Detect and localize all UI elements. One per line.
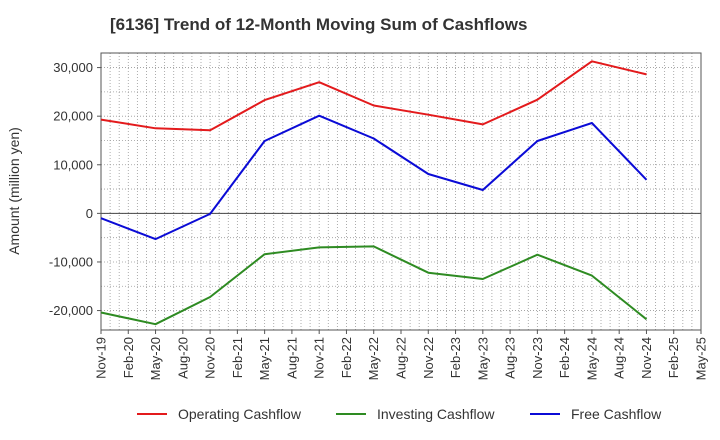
x-tick-label: May-21 <box>257 337 272 380</box>
legend-label-investing-cashflow: Investing Cashflow <box>377 406 495 422</box>
series-lines <box>100 60 648 326</box>
x-tick-label: Aug-20 <box>175 337 190 379</box>
x-tick-label: Nov-23 <box>530 337 545 379</box>
x-tick-label: May-23 <box>475 337 490 380</box>
x-tick-label: Aug-21 <box>284 337 299 379</box>
y-tick-label: -10,000 <box>49 254 93 269</box>
x-tick-label: Nov-24 <box>639 337 654 379</box>
series-line-free-cashflow <box>100 114 648 241</box>
x-tick-label: Feb-20 <box>121 337 136 378</box>
y-axis-label: Amount (million yen) <box>6 127 22 255</box>
y-tick-label: 20,000 <box>53 109 93 124</box>
x-tick-label: May-20 <box>148 337 163 380</box>
legend: Operating Cashflow Investing Cashflow Free… <box>137 406 662 422</box>
legend-label-operating-cashflow: Operating Cashflow <box>178 406 302 422</box>
series-line-investing-cashflow <box>100 245 648 326</box>
x-tick-label: Feb-21 <box>230 337 245 378</box>
y-tick-label: -20,000 <box>49 303 93 318</box>
x-tick-label: Nov-22 <box>421 337 436 379</box>
y-tick-label: 10,000 <box>53 157 93 172</box>
chart-title: [6136] Trend of 12-Month Moving Sum of C… <box>110 15 527 34</box>
x-tick-label: May-24 <box>584 337 599 380</box>
y-tick-label: 30,000 <box>53 60 93 75</box>
axes: -20,000 -10,000 0 10,000 20,000 30,000 Nov-19 F… <box>49 52 709 380</box>
grid <box>100 53 702 330</box>
x-tick-label: Nov-20 <box>203 337 218 379</box>
legend-label-free-cashflow: Free Cashflow <box>571 406 662 422</box>
x-tick-label: Nov-19 <box>94 337 109 379</box>
x-tick-label: Aug-22 <box>394 337 409 379</box>
y-tick-label: 0 <box>86 206 93 221</box>
x-tick-label: Feb-25 <box>666 337 681 378</box>
x-tick-label: Aug-24 <box>612 337 627 379</box>
x-tick-label: Feb-23 <box>448 337 463 378</box>
series-line-operating-cashflow <box>100 60 647 132</box>
x-tick-label: May-25 <box>694 337 709 380</box>
x-tick-label: Nov-21 <box>312 337 327 379</box>
x-tick-label: May-22 <box>366 337 381 380</box>
x-tick-label: Aug-23 <box>503 337 518 379</box>
x-tick-label: Feb-24 <box>557 337 572 378</box>
x-tick-label: Feb-22 <box>339 337 354 378</box>
